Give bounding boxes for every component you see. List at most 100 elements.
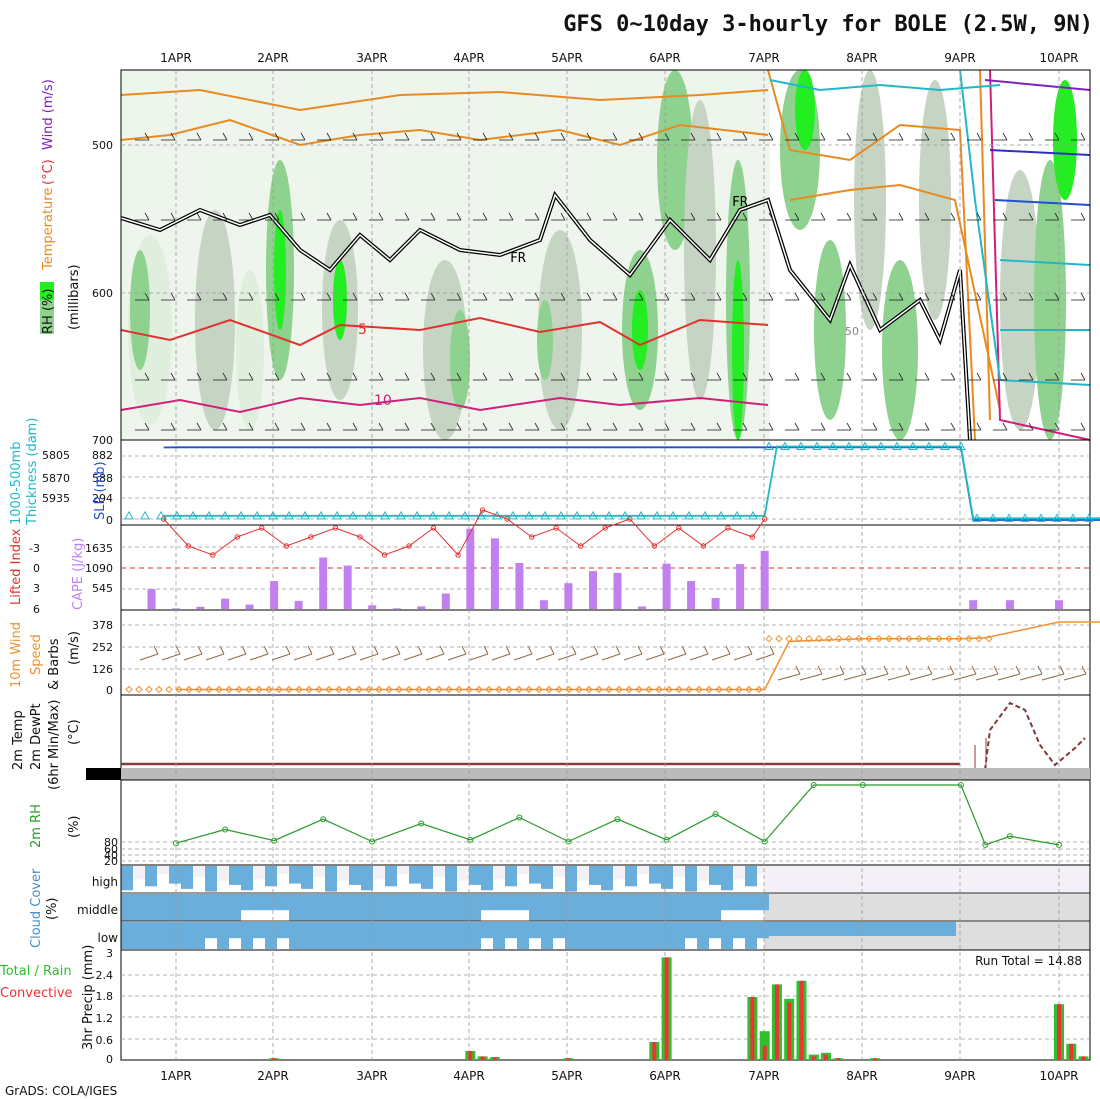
- upper-barb-flag: [586, 422, 592, 431]
- cloud-panel: high middle low Cloud Cover (%): [29, 864, 1091, 951]
- thickness-marker: [988, 513, 998, 522]
- ytick-wind-126: 126: [92, 663, 113, 676]
- temp2m-traces: [86, 701, 1090, 780]
- cloud-cell: [277, 922, 289, 939]
- cloud-cell-low-8apr: [908, 922, 920, 936]
- wind-speed-marker: [465, 685, 473, 694]
- upper-barb-flag: [170, 372, 176, 381]
- cloud-cell: [277, 894, 289, 911]
- upper-barb-flag: [976, 212, 982, 221]
- cloud-cell: [565, 866, 577, 892]
- upper-barb-flag: [352, 372, 358, 381]
- cloud-cell: [157, 922, 169, 949]
- cloud-cell: [541, 894, 553, 921]
- surface-barb-flag: [153, 645, 159, 655]
- wind-speed-marker: [435, 685, 443, 694]
- cloud-level-high: high: [92, 875, 118, 889]
- thickness-marker: [316, 510, 326, 520]
- cloud-cell: [397, 894, 409, 921]
- upper-barb-flag: [976, 292, 982, 301]
- cape-bar: [417, 606, 426, 609]
- surface-barb: [491, 653, 511, 661]
- cloud-cell: [709, 922, 721, 939]
- rh-blob: [538, 230, 582, 430]
- cloud-cell: [613, 866, 625, 880]
- wind-speed-marker: [565, 685, 573, 694]
- upper-barb-flag: [508, 132, 514, 141]
- rh-blob: [919, 80, 951, 320]
- ytick-rh-80: 80: [104, 836, 118, 849]
- ytick-li-6: 6: [33, 603, 40, 616]
- ytick-588: 588: [92, 472, 113, 485]
- upper-barb-flag: [820, 372, 826, 381]
- surface-barb: [447, 653, 467, 661]
- cloud-cell: [169, 866, 181, 884]
- upper-barb-flag: [170, 292, 176, 301]
- upper-barb-flag: [690, 292, 696, 301]
- upper-barb-flag: [716, 212, 722, 221]
- cloud-level-low: low: [98, 931, 119, 945]
- thickness-marker: [1068, 513, 1078, 522]
- thickness-marker: [572, 510, 582, 520]
- cloud-cell: [613, 922, 625, 949]
- surface-barb: [623, 653, 643, 661]
- upper-barb-flag: [664, 372, 670, 381]
- cloud-cell: [577, 866, 589, 881]
- cape-bar: [245, 604, 254, 609]
- thickness-marker: [748, 510, 758, 520]
- chart-title: GFS 0~10day 3-hourly for BOLE (2.5W, 9N): [563, 12, 1093, 37]
- precip-convective-bar: [811, 1056, 816, 1060]
- rh-blob: [450, 310, 470, 410]
- upper-barb-flag: [196, 372, 202, 381]
- wind-speed-marker: [205, 685, 213, 694]
- cloud-cell: [133, 866, 145, 880]
- contour-labels: 5 10 FR FR 50: [358, 195, 859, 409]
- precip-convective-bar: [492, 1057, 497, 1060]
- temperature-axis-label: Temperature: [41, 188, 56, 271]
- cloud-cell: [529, 922, 541, 939]
- upper-barb-flag: [898, 212, 904, 221]
- surface-barb: [557, 653, 577, 661]
- cloud-cell: [541, 866, 553, 889]
- cloud-cell: [373, 866, 385, 880]
- cloud-cell: [601, 922, 613, 949]
- cloud-cell: [565, 894, 577, 921]
- upper-barb-flag: [638, 372, 644, 381]
- bottom-tick-4apr: 4APR: [453, 1069, 484, 1083]
- cloud-cell: [205, 866, 217, 892]
- wind-speed-marker: [725, 685, 733, 694]
- cloud-cell: [409, 922, 421, 949]
- cloud-cell: [625, 866, 637, 887]
- upper-barb-flag: [742, 132, 748, 141]
- cape-bar: [711, 598, 720, 609]
- upper-barb-flag: [794, 422, 800, 431]
- surface-wind-barbs: [139, 645, 1087, 681]
- top-tick-7apr: 7APR: [748, 51, 779, 65]
- precip-convective-bar: [480, 1056, 485, 1060]
- cloud-cell: [373, 922, 385, 949]
- upper-barb-flag: [1028, 292, 1034, 301]
- lifted-index-point: [161, 516, 167, 522]
- upper-barb-flag: [768, 132, 774, 141]
- surface-barb: [777, 673, 801, 681]
- cloud-cell: [721, 866, 733, 891]
- isotherm-5c: [120, 316, 769, 347]
- lifted-index-point: [762, 516, 768, 522]
- thickness-marker: [396, 510, 406, 520]
- surface-barb-flag: [307, 645, 313, 655]
- upper-barb-flag: [768, 212, 774, 221]
- bottom-tick-9apr: 9APR: [944, 1069, 975, 1083]
- wind-speed-marker: [285, 685, 293, 694]
- lifted-index-point: [578, 543, 584, 549]
- upper-barb-flag: [170, 422, 176, 431]
- upper-barb-flag: [144, 292, 150, 301]
- cloud-cell: [541, 922, 553, 949]
- wind-speed-marker: [375, 685, 383, 694]
- wind-speed-marker: [595, 685, 603, 694]
- cloud-cell: [145, 894, 157, 921]
- thickness-marker: [540, 510, 550, 520]
- upper-barb-flag: [456, 292, 462, 301]
- wind-speed-marker: [925, 634, 933, 643]
- upper-barb-flag: [794, 212, 800, 221]
- cloud-cell: [637, 894, 649, 921]
